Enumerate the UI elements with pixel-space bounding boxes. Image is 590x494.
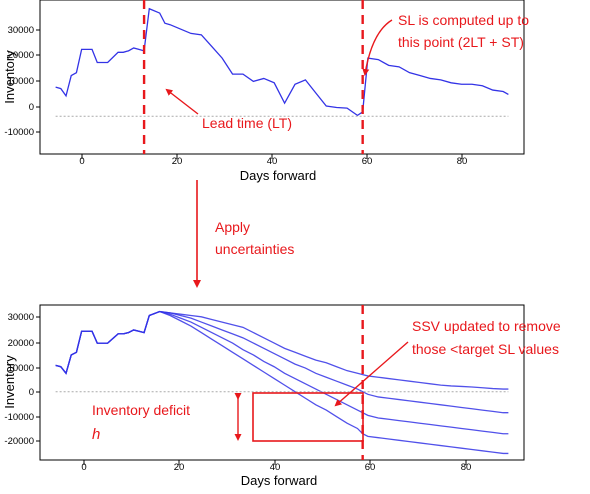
- deficit-label: Inventory deficit: [92, 402, 190, 418]
- sl-annotation-line1: SL is computed up to: [398, 12, 529, 28]
- top-chart: 30000 20000 10000 0 -10000 Inventory 0 2…: [2, 0, 529, 183]
- ssv-annotation-line2: those <target SL values: [412, 341, 559, 357]
- top-x-tick: 60: [362, 156, 373, 167]
- bottom-chart: 30000 20000 10000 0 -10000 -20000 Invent…: [2, 304, 561, 488]
- top-y-tick: 30000: [8, 25, 34, 36]
- top-y-tick: -10000: [4, 127, 34, 138]
- top-y-tick: 10000: [8, 76, 34, 87]
- lead-time-arrow: [165, 88, 199, 115]
- bottom-x-tick: 60: [365, 462, 376, 473]
- uncertainties-label: uncertainties: [215, 241, 294, 257]
- top-chart-series: [55, 7, 509, 117]
- series-line: [55, 7, 509, 117]
- top-x-tick: 80: [457, 156, 468, 167]
- top-y-axis-label: Inventory: [2, 50, 17, 104]
- lead-time-annotation: Lead time (LT): [202, 115, 292, 131]
- deficit-symbol: h: [92, 426, 100, 443]
- bottom-y-tick: -20000: [4, 436, 34, 447]
- bottom-x-tick: 0: [81, 462, 86, 473]
- sl-arrow: [362, 19, 393, 76]
- bottom-chart-series: [55, 310, 509, 455]
- top-x-tick: 40: [267, 156, 278, 167]
- bottom-x-tick: 80: [461, 462, 472, 473]
- apply-uncertainties-step: Apply uncertainties: [193, 180, 294, 288]
- bottom-chart-frame: [39, 304, 525, 461]
- apply-label: Apply: [215, 219, 250, 235]
- series-line: [55, 310, 509, 455]
- bottom-x-axis-label: Days forward: [241, 473, 318, 488]
- bottom-y-tick: 10000: [8, 363, 34, 374]
- sl-annotation-line2: this point (2LT + ST): [398, 34, 524, 50]
- ssv-arrow: [334, 341, 409, 407]
- top-x-tick: 20: [172, 156, 183, 167]
- ssv-annotation-line1: SSV updated to remove: [412, 318, 561, 334]
- top-x-axis-label: Days forward: [240, 168, 317, 183]
- bottom-x-tick: 40: [270, 462, 281, 473]
- bottom-y-tick: -10000: [4, 412, 34, 423]
- top-y-tick: 0: [29, 102, 34, 113]
- bottom-y-tick: 30000: [8, 312, 34, 323]
- bottom-y-axis-label: Inventory: [2, 355, 17, 409]
- top-x-tick: 0: [79, 156, 84, 167]
- top-y-tick: 20000: [8, 50, 34, 61]
- bottom-y-tick: 0: [29, 387, 34, 398]
- top-chart-frame: [39, 0, 525, 155]
- deficit-box: [252, 392, 364, 442]
- bottom-x-tick: 20: [174, 462, 185, 473]
- bottom-y-tick: 20000: [8, 338, 34, 349]
